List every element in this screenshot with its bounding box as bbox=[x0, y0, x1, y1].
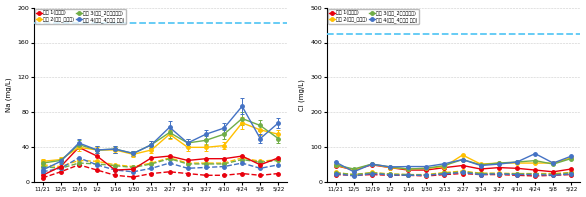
Y-axis label: Na (mg/L): Na (mg/L) bbox=[5, 78, 12, 112]
Legend: 배액 1(비순환), 배액 2(순환_무보정), 배액 3(순환_2주간적보정), 배액 4(순환_4주간적 보정): 배액 1(비순환), 배액 2(순환_무보정), 배액 3(순환_2주간적보정)… bbox=[35, 9, 126, 24]
Legend: 배액 1(비순환), 배액 2(순환_무보정), 배액 3(순환_2주간적보정), 배액 4(순환_4주간적 보정): 배액 1(비순환), 배액 2(순환_무보정), 배액 3(순환_2주간적보정)… bbox=[328, 9, 419, 24]
Y-axis label: Cl (mg/L): Cl (mg/L) bbox=[298, 79, 305, 111]
